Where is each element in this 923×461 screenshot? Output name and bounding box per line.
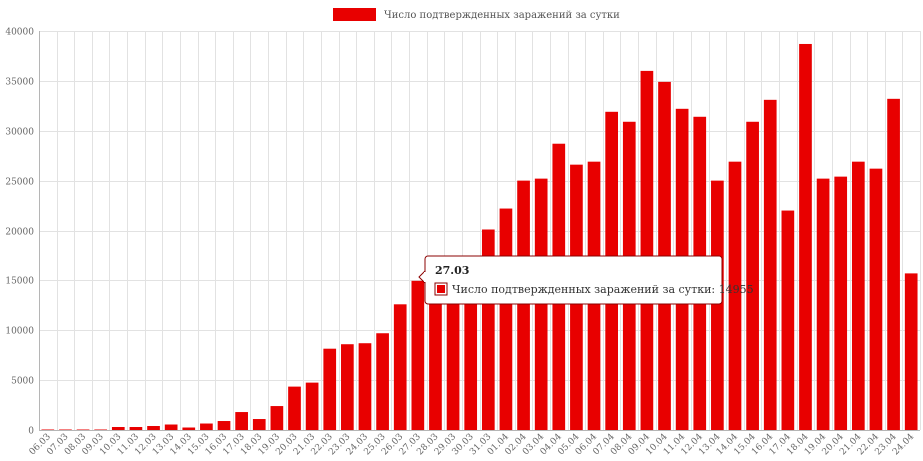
- tooltip-swatch: [437, 285, 445, 293]
- bar-15.04[interactable]: [746, 121, 759, 431]
- bar-21.03[interactable]: [305, 382, 319, 430]
- y-tick-label: 30000: [5, 128, 34, 138]
- bar-19.04[interactable]: [816, 178, 830, 430]
- bar-01.04[interactable]: [499, 208, 513, 430]
- bar-17.04[interactable]: [781, 210, 795, 430]
- bar-20.04[interactable]: [834, 176, 848, 430]
- bar-06.03[interactable]: [41, 429, 55, 431]
- bar-13.03[interactable]: [164, 424, 178, 430]
- y-tick-label: 5000: [11, 377, 34, 387]
- bar-24.04[interactable]: [904, 273, 918, 430]
- bar-26.03[interactable]: [393, 304, 407, 430]
- x-axis: 06.0307.0308.0309.0310.0311.0312.0313.03…: [28, 430, 920, 457]
- legend-label: Число подтвержденных заражений за сутки: [384, 10, 620, 21]
- bar-29.03[interactable]: [446, 282, 460, 430]
- bar-21.04[interactable]: [851, 161, 865, 431]
- tooltip-title: 27.03: [435, 264, 469, 277]
- bar-16.03[interactable]: [217, 421, 231, 430]
- bar-22.04[interactable]: [869, 168, 883, 430]
- y-tick-label: 10000: [5, 327, 34, 337]
- bar-25.03[interactable]: [376, 333, 389, 430]
- gridlines: [39, 31, 921, 431]
- y-tick-label: 40000: [5, 28, 34, 38]
- y-axis: 0 5000 10000 15000 20000 25000 30000 35000 40000: [5, 28, 40, 437]
- y-tick-label: 20000: [5, 228, 34, 238]
- bar-30.03[interactable]: [464, 272, 478, 430]
- bar-02.04[interactable]: [517, 180, 530, 431]
- bar-16.04[interactable]: [763, 99, 777, 430]
- bar-18.04[interactable]: [799, 43, 812, 430]
- bar-19.03[interactable]: [270, 406, 284, 430]
- bar-23.03[interactable]: [341, 344, 354, 430]
- bar-20.03[interactable]: [288, 386, 301, 430]
- bar-28.03[interactable]: [429, 292, 442, 430]
- y-tick-label: 15000: [5, 277, 34, 287]
- bars: [41, 43, 918, 431]
- bar-12.03[interactable]: [147, 426, 160, 430]
- bar-17.03[interactable]: [235, 412, 248, 430]
- bar-22.03[interactable]: [323, 348, 337, 430]
- y-tick-label: 25000: [5, 178, 34, 188]
- bar-09.04[interactable]: [640, 70, 654, 431]
- bar-24.03[interactable]: [358, 343, 372, 430]
- bar-07.03[interactable]: [59, 429, 72, 431]
- bar-08.03[interactable]: [76, 429, 90, 431]
- bar-09.03[interactable]: [94, 429, 108, 431]
- bar-15.03[interactable]: [200, 423, 213, 430]
- bar-11.03[interactable]: [129, 427, 143, 430]
- bar-14.04[interactable]: [728, 161, 742, 431]
- bar-13.04[interactable]: [711, 180, 724, 431]
- y-tick-label: 0: [28, 427, 34, 437]
- bar-18.03[interactable]: [252, 419, 266, 430]
- bar-14.03[interactable]: [182, 427, 196, 430]
- bar-23.04[interactable]: [887, 98, 900, 430]
- bar-27.03[interactable]: [411, 280, 425, 430]
- tooltip: 27.03 Число подтвержденных заражений за …: [418, 255, 754, 305]
- y-tick-label: 35000: [5, 78, 34, 88]
- bar-10.03[interactable]: [111, 427, 125, 430]
- legend-swatch: [333, 8, 376, 21]
- tooltip-box: [424, 255, 723, 305]
- legend[interactable]: Число подтвержденных заражений за сутки: [333, 8, 620, 21]
- tooltip-label: Число подтвержденных заражений за сутки:…: [452, 283, 754, 296]
